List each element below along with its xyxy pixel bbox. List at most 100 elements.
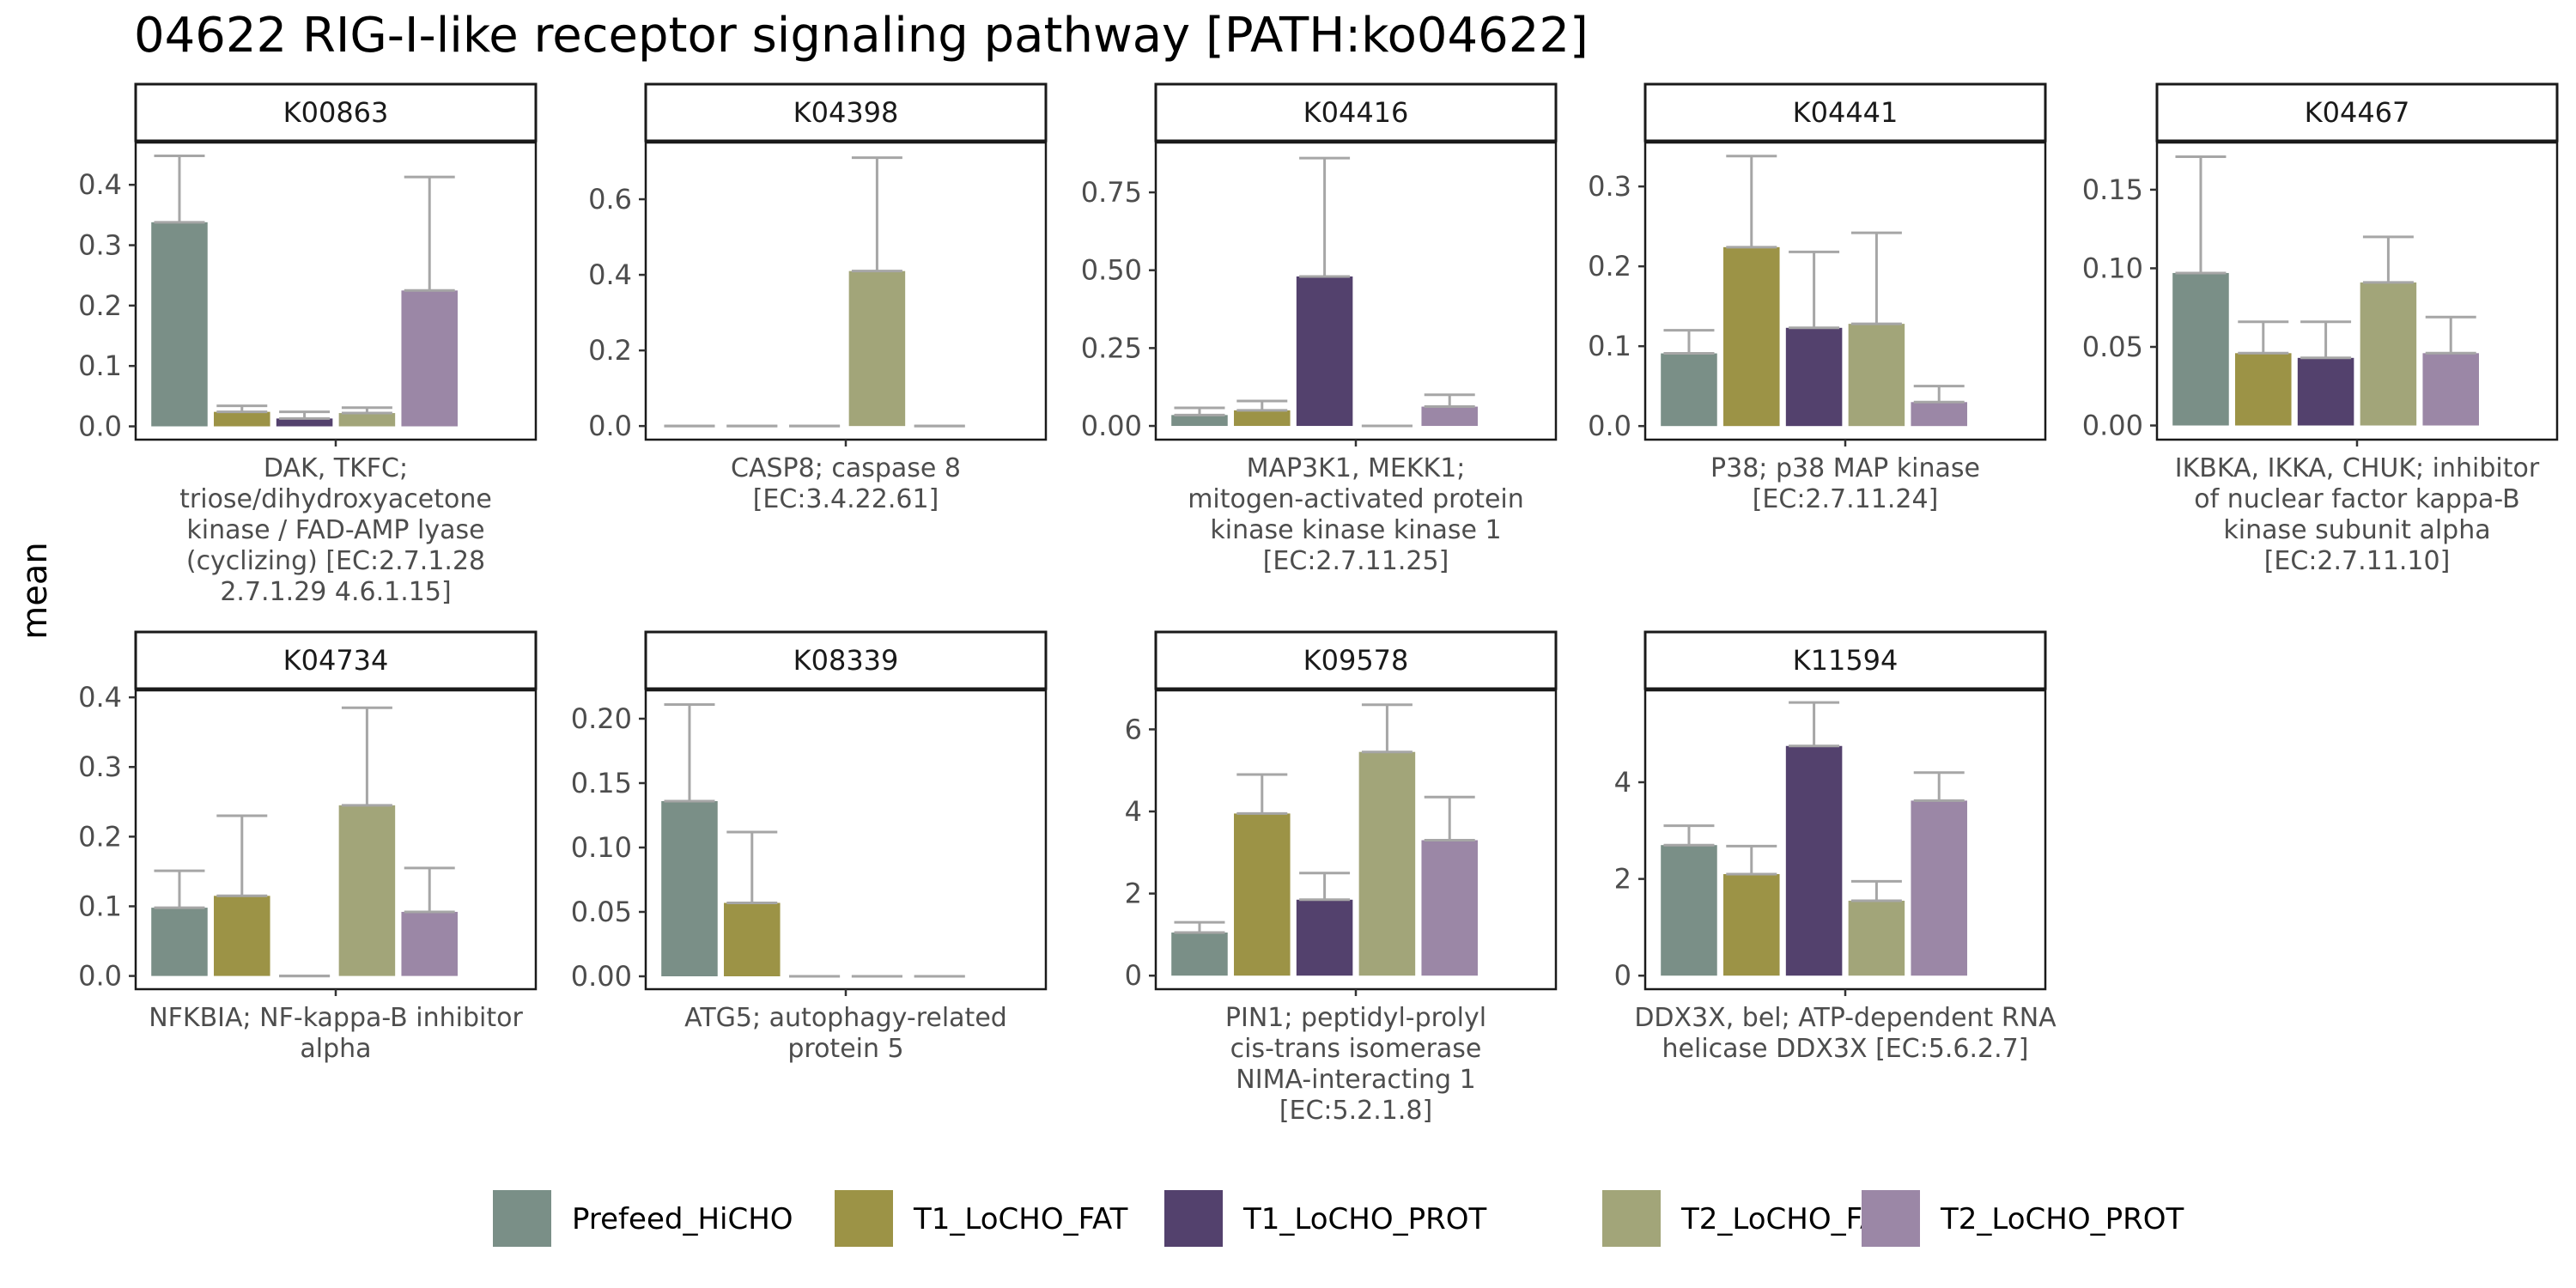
y-tick-label: 0.1 — [1588, 330, 1631, 362]
x-category-label: MAP3K1, MEKK1; — [1247, 453, 1466, 483]
bar — [1234, 813, 1291, 976]
legend-label: T2_LoCHO_PROT — [1940, 1202, 2184, 1236]
y-tick-label: 0.0 — [78, 410, 122, 443]
bar — [1171, 415, 1228, 427]
y-tick-label: 0.00 — [1081, 410, 1142, 442]
chart-title: 04622 RIG-I-like receptor signaling path… — [134, 8, 1589, 64]
bar — [1785, 327, 1843, 427]
x-category-label: mitogen-activated protein — [1188, 484, 1524, 514]
y-tick-label: 0.10 — [571, 831, 632, 864]
y-tick-label: 0.15 — [571, 767, 632, 799]
x-category-label: cis-trans isomerase — [1230, 1034, 1482, 1064]
facet-panel: K09578 0 2 4 6 PIN1; peptidyl-prolylcis-trans… — [1125, 630, 1558, 1126]
y-tick-label: 0.4 — [588, 258, 632, 291]
y-tick-label: 0.75 — [1081, 176, 1142, 209]
y-tick-label: 0.10 — [2082, 252, 2143, 284]
x-category-label: triose/dihydroxyacetone — [179, 484, 492, 514]
legend-swatch — [1164, 1190, 1223, 1247]
x-category-label: [EC:2.7.11.24] — [1753, 484, 1939, 514]
x-category-label: (cyclizing) [EC:2.7.1.28 — [186, 546, 485, 576]
bar — [1234, 410, 1291, 427]
bar — [2235, 353, 2292, 426]
facet-strip — [134, 82, 538, 143]
facet-panel: K08339 0.00 0.05 0.10 0.15 0.20 ATG5; autophag… — [571, 630, 1048, 1064]
y-tick-label: 6 — [1125, 713, 1142, 745]
x-category-label: P38; p38 MAP kinase — [1710, 453, 1980, 483]
y-axis-label: mean — [15, 542, 55, 639]
bar — [1911, 800, 1967, 976]
panel-border — [644, 141, 1048, 441]
bar — [1358, 751, 1416, 976]
y-tick-label: 0.6 — [588, 183, 632, 216]
y-tick-label: 0.2 — [1588, 250, 1631, 283]
x-category-label: DAK, TKFC; — [264, 453, 408, 483]
x-category-label: alpha — [300, 1034, 371, 1064]
y-tick-label: 0.1 — [78, 349, 122, 382]
x-category-label: NFKBIA; NF-kappa-B inhibitor — [149, 1003, 523, 1033]
facet-strip-label: K00863 — [283, 96, 389, 129]
y-tick-label: 0.0 — [1588, 410, 1631, 442]
facet-panel: K00863 0.0 0.1 0.2 0.3 0.4 DAK, TKFC;triose/di… — [78, 82, 538, 607]
y-tick-label: 0.3 — [1588, 170, 1631, 203]
y-tick-label: 0.0 — [588, 410, 632, 442]
y-tick-label: 0.00 — [2082, 410, 2143, 442]
bar — [1848, 324, 1905, 427]
bar — [2172, 272, 2229, 426]
legend-label: T1_LoCHO_FAT — [913, 1202, 1128, 1236]
bar — [151, 908, 208, 976]
bar — [724, 902, 781, 976]
bar — [276, 418, 333, 427]
x-category-label: IKBKA, IKKA, CHUK; inhibitor — [2175, 453, 2540, 483]
legend-swatch — [835, 1190, 893, 1247]
x-category-label: of nuclear factor kappa-B — [2194, 484, 2519, 514]
legend-item: T2_LoCHO_FAT — [1602, 1190, 1896, 1247]
legend-item: T2_LoCHO_PROT — [1862, 1190, 2184, 1247]
bar — [1421, 406, 1478, 427]
facet-strip-label: K09578 — [1303, 644, 1409, 677]
legend-label: T1_LoCHO_PROT — [1242, 1202, 1487, 1236]
facet-strip-label: K04467 — [2305, 96, 2410, 129]
facet-strip-label: K04441 — [1793, 96, 1899, 129]
bar — [1171, 933, 1228, 976]
bar — [401, 290, 458, 427]
legend-swatch — [1862, 1190, 1920, 1247]
facet-panels: K00863 0.0 0.1 0.2 0.3 0.4 DAK, TKFC;triose/di… — [78, 82, 2559, 1126]
y-tick-label: 4 — [1614, 766, 1631, 799]
y-tick-label: 0.4 — [78, 681, 122, 714]
facet-strip — [134, 630, 538, 690]
legend-swatch — [1602, 1190, 1661, 1247]
facet-panel: K04441 0.0 0.1 0.2 0.3 P38; p38 MAP kinase[EC… — [1588, 82, 2047, 514]
y-tick-label: 0.3 — [78, 750, 122, 783]
bar — [338, 413, 396, 427]
x-category-label: CASP8; caspase 8 — [731, 453, 961, 483]
legend-label: T2_LoCHO_FAT — [1680, 1202, 1896, 1236]
y-tick-label: 0.2 — [78, 289, 122, 322]
y-tick-label: 4 — [1125, 795, 1142, 828]
facet-strip — [1643, 630, 2047, 690]
legend: Prefeed_HiCHO T1_LoCHO_FAT T1_LoCHO_PROT T2… — [493, 1190, 2184, 1247]
bar — [848, 270, 906, 427]
bar — [338, 805, 396, 976]
bar — [1421, 840, 1478, 976]
legend-item: Prefeed_HiCHO — [493, 1190, 793, 1247]
facet-strip-label: K04734 — [283, 644, 389, 677]
x-category-label: NIMA-interacting 1 — [1236, 1065, 1475, 1095]
facet-strip-label: K11594 — [1793, 644, 1899, 677]
facet-strip-label: K08339 — [793, 644, 899, 677]
y-tick-label: 0.4 — [78, 168, 122, 201]
facet-strip — [2155, 82, 2559, 143]
panel-border — [1154, 141, 1558, 441]
bar — [2297, 357, 2354, 426]
y-tick-label: 0.50 — [1081, 254, 1142, 287]
y-tick-label: 0.20 — [571, 702, 632, 735]
facet-strip — [1154, 82, 1558, 143]
facet-strip — [1154, 630, 1558, 690]
bar — [661, 801, 718, 976]
x-category-label: 2.7.1.29 4.6.1.15] — [220, 577, 451, 607]
bar — [1661, 353, 1717, 427]
x-category-label: ATG5; autophagy-related — [684, 1003, 1007, 1033]
y-tick-label: 0.2 — [78, 820, 122, 853]
facet-panel: K11594 0 2 4 DDX3X, bel; ATP-dependent RNAhe… — [1614, 630, 2057, 1064]
y-tick-label: 2 — [1614, 863, 1631, 896]
bar — [1296, 276, 1353, 427]
